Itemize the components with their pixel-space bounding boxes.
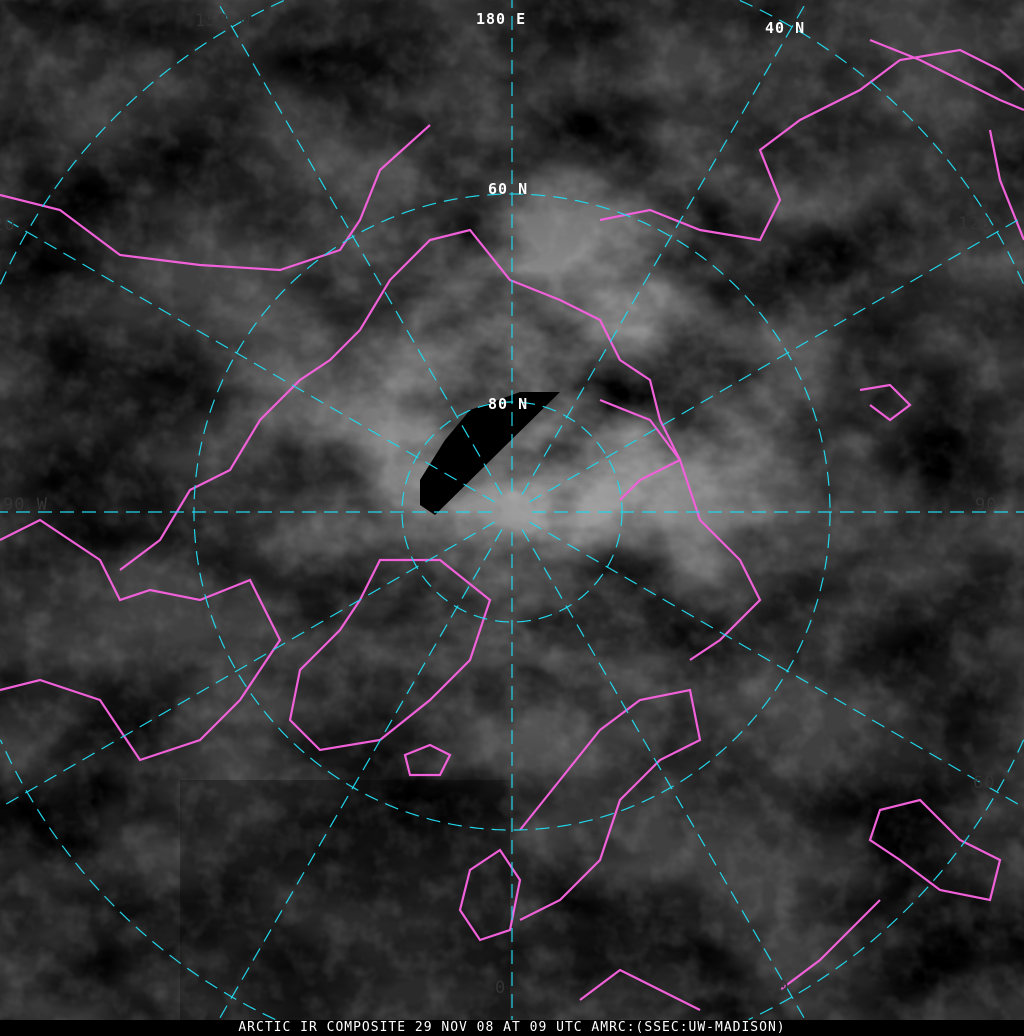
meridian-line	[521, 0, 809, 496]
label-120-left: 120	[0, 215, 16, 235]
coastline-scandinavia	[519, 688, 702, 921]
label-120-right: 120	[958, 214, 992, 234]
coastline-hudson	[0, 518, 282, 762]
label-180e: 180 E	[476, 10, 527, 28]
coastlines	[0, 38, 1024, 1011]
coastline-europe-south	[579, 899, 881, 1011]
coastline-greenland	[288, 558, 492, 752]
coastline-iceland	[403, 743, 452, 777]
image-caption: ARCTIC IR COMPOSITE 29 NOV 08 AT 09 UTC …	[0, 1020, 1024, 1036]
meridian-line	[0, 215, 496, 503]
label-30e: 30	[767, 978, 790, 998]
label-60n: 60 N	[488, 180, 529, 198]
coastline-caspian	[868, 798, 1002, 902]
meridian-line	[218, 528, 503, 1020]
meridian-line	[215, 0, 503, 496]
label-0: 0	[495, 978, 507, 998]
coastline-canada	[119, 228, 682, 571]
coastline-lake	[859, 383, 912, 422]
label-90e: 90	[975, 495, 998, 515]
label-150w: 150 W	[195, 11, 252, 31]
coastline-siberia	[599, 48, 1024, 661]
coastline-east-siberia	[869, 38, 1024, 241]
label-90w: 90 W	[3, 495, 48, 515]
meridian-line	[521, 528, 806, 1020]
meridian-line	[528, 521, 1024, 809]
no-data-region	[420, 392, 560, 515]
meridian-line	[528, 215, 1024, 503]
coastline-alaska	[0, 124, 431, 272]
label-60e: 60	[973, 773, 996, 793]
coastline-britain	[458, 848, 522, 942]
label-80n: 80 N	[488, 395, 529, 413]
meridian-line	[0, 521, 496, 809]
label-40n: 40 N	[765, 19, 806, 37]
